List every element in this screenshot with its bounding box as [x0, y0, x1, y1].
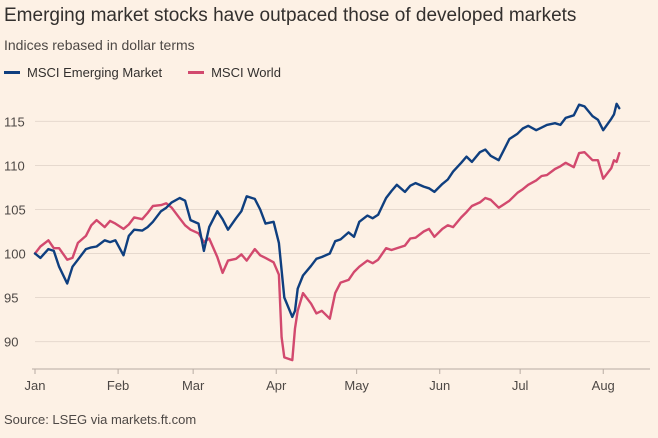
chart-title: Emerging market stocks have outpaced tho…	[4, 5, 577, 26]
chart-legend: MSCI Emerging Market MSCI World	[4, 65, 307, 80]
x-tick-label-apr: Apr	[266, 378, 287, 393]
x-tick-label-jan: Jan	[25, 378, 46, 393]
y-tick-label-95: 95	[4, 291, 18, 306]
series-line-msci-world	[33, 151, 621, 362]
y-tick-label-115: 115	[4, 114, 25, 129]
legend-item-emerging: MSCI Emerging Market	[4, 65, 162, 80]
y-tick-label-100: 100	[4, 247, 26, 262]
legend-item-world: MSCI World	[188, 65, 281, 80]
chart-subtitle: Indices rebased in dollar terms	[4, 37, 195, 53]
legend-swatch-emerging	[4, 71, 20, 74]
x-tick-label-mar: Mar	[182, 378, 205, 393]
y-tick-label-90: 90	[4, 335, 18, 350]
y-tick-label-105: 105	[4, 202, 26, 217]
series-line-msci-emerging-market	[33, 102, 621, 319]
legend-swatch-world	[188, 71, 205, 74]
legend-label-emerging: MSCI Emerging Market	[27, 65, 163, 80]
x-tick-label-may: May	[344, 378, 369, 393]
source-note: Source: LSEG via markets.ft.com	[4, 412, 197, 427]
x-tick-label-feb: Feb	[107, 378, 129, 393]
y-tick-label-110: 110	[4, 158, 25, 173]
legend-label-world: MSCI World	[211, 65, 281, 80]
x-tick-label-aug: Aug	[592, 378, 615, 393]
x-tick-label-jun: Jun	[429, 378, 450, 393]
x-tick-label-jul: Jul	[512, 378, 529, 393]
